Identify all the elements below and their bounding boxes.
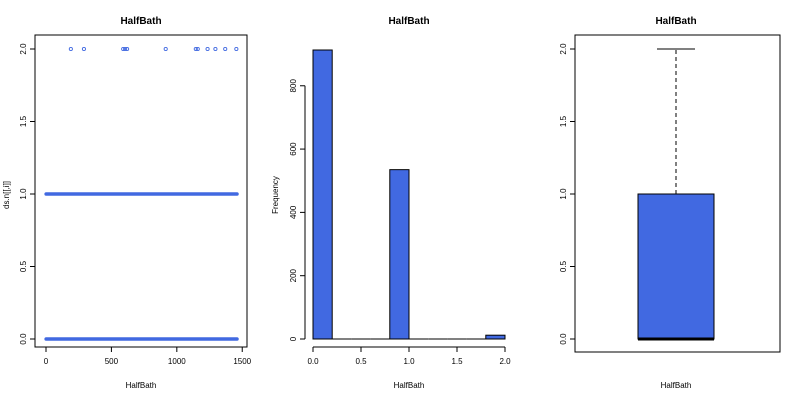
boxplot-box (637, 48, 715, 341)
scatter-y-tick-label: 0.0 (19, 333, 28, 345)
scatter-y-axis: 0.0 0.5 1.0 1.5 2.0 (19, 43, 35, 345)
boxplot-x-label: HalfBath (661, 381, 692, 390)
boxplot-iqr-box (637, 193, 715, 340)
scatter-y-label: ds.n[[,i]] (2, 181, 11, 209)
scatter-point (163, 46, 168, 52)
histogram-x-label: HalfBath (394, 381, 425, 390)
histogram-bar (312, 49, 333, 340)
scatter-point (125, 46, 130, 52)
scatter-x-tick-label: 0 (44, 357, 49, 366)
scatter-y-tick-label: 1.5 (19, 115, 28, 127)
scatter-plot-frame (34, 34, 248, 348)
scatter-x-tick-label: 1000 (168, 357, 186, 366)
boxplot-y-tick-label: 1.5 (559, 115, 568, 127)
scatter-point (213, 46, 218, 52)
histogram-y-label: Frequency (271, 176, 280, 214)
histogram-y-tick-label: 0 (289, 336, 298, 341)
scatter-x-tick-label: 1500 (233, 357, 251, 366)
scatter-y-tick-label: 0.5 (19, 260, 28, 272)
scatter-point (223, 46, 228, 52)
histogram-x-tick-label: 0.5 (355, 357, 367, 366)
boxplot-y-tick-label: 0.5 (559, 260, 568, 272)
scatter-dense-bands (44, 192, 239, 341)
histogram-y-tick-label: 800 (289, 79, 298, 93)
scatter-point (234, 46, 239, 52)
histogram-y-axis: 0 200 400 600 800 (289, 79, 306, 341)
histogram-y-tick-label: 600 (289, 142, 298, 156)
boxplot-y-axis: 0.0 0.5 1.0 1.5 2.0 (559, 43, 575, 345)
scatter-y-tick-label: 2.0 (19, 43, 28, 55)
histogram-bars (312, 49, 506, 340)
boxplot-y-tick-label: 1.0 (559, 188, 568, 200)
scatter-panel: HalfBath HalfBath ds.n[[,i]] 0 500 1000 150… (2, 16, 252, 390)
boxplot-panel: HalfBath HalfBath 0.0 0.5 1.0 1.5 2.0 (559, 16, 781, 390)
boxplot-title: HalfBath (655, 16, 696, 27)
histogram-panel: HalfBath HalfBath Frequency 0.0 0.5 1.0 1.5… (271, 16, 511, 390)
histogram-x-tick-label: 2.0 (499, 357, 511, 366)
histogram-y-tick-label: 400 (289, 205, 298, 219)
scatter-x-axis: 0 500 1000 1500 (44, 347, 252, 366)
histogram-title: HalfBath (388, 16, 429, 27)
histogram-x-tick-label: 1.5 (451, 357, 463, 366)
histogram-x-axis: 0.0 0.5 1.0 1.5 2.0 (307, 346, 511, 366)
scatter-point (195, 46, 200, 52)
boxplot-y-tick-label: 0.0 (559, 333, 568, 345)
boxplot-y-tick-label: 2.0 (559, 43, 568, 55)
scatter-point (123, 46, 128, 52)
scatter-point (68, 46, 73, 52)
scatter-title: HalfBath (120, 16, 161, 27)
scatter-point (205, 46, 210, 52)
histogram-x-tick-label: 0.0 (307, 357, 319, 366)
scatter-points (68, 46, 239, 52)
histogram-y-tick-label: 200 (289, 268, 298, 282)
scatter-y-tick-label: 1.0 (19, 188, 28, 200)
scatter-point (193, 46, 198, 52)
histogram-bar (389, 169, 410, 340)
scatter-point (121, 46, 126, 52)
scatter-x-label: HalfBath (126, 381, 157, 390)
histogram-bar (485, 334, 506, 340)
scatter-point (81, 46, 86, 52)
scatter-x-tick-label: 500 (105, 357, 119, 366)
histogram-x-tick-label: 1.0 (403, 357, 415, 366)
